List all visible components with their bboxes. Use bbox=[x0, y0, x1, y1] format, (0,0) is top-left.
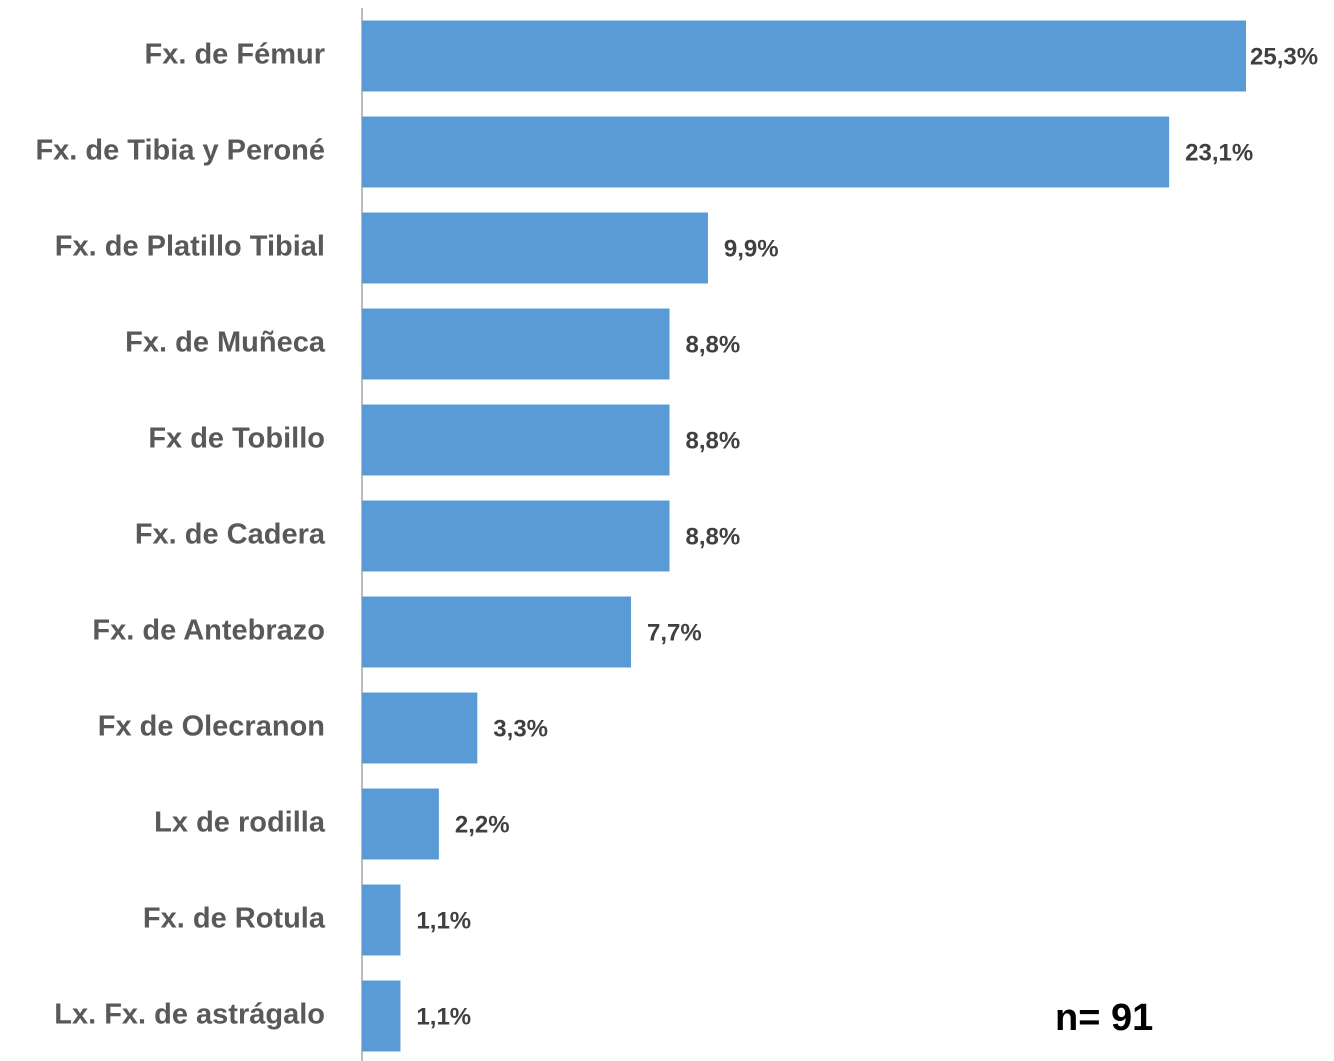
y-tick-label: Lx. Fx. de astrágalo bbox=[54, 999, 325, 1031]
y-tick-label: Fx de Tobillo bbox=[148, 423, 325, 455]
y-tick-label: Fx. de Cadera bbox=[135, 519, 326, 551]
data-label: 8,8% bbox=[685, 523, 740, 550]
bar bbox=[362, 500, 670, 572]
data-label: 1,1% bbox=[416, 1003, 471, 1030]
y-tick-label: Fx. de Muñeca bbox=[125, 327, 326, 359]
data-label: 25,3% bbox=[1250, 43, 1318, 70]
y-tick-label: Fx. de Platillo Tibial bbox=[55, 231, 325, 263]
y-tick-label: Fx. de Fémur bbox=[145, 39, 326, 71]
bar bbox=[362, 692, 478, 764]
data-label: 7,7% bbox=[647, 619, 702, 646]
data-label: 23,1% bbox=[1185, 139, 1253, 166]
bar bbox=[362, 212, 708, 284]
bar bbox=[362, 404, 670, 476]
bar bbox=[362, 308, 670, 380]
bar bbox=[362, 20, 1246, 92]
data-label: 9,9% bbox=[724, 235, 779, 262]
data-label: 8,8% bbox=[685, 427, 740, 454]
y-tick-label: Lx de rodilla bbox=[154, 807, 326, 839]
bar bbox=[362, 788, 439, 860]
bar bbox=[362, 116, 1170, 188]
bar bbox=[362, 884, 401, 956]
y-tick-label: Fx. de Tibia y Peroné bbox=[35, 135, 325, 167]
data-label: 2,2% bbox=[455, 811, 510, 838]
data-label: 1,1% bbox=[416, 907, 471, 934]
data-label: 8,8% bbox=[685, 331, 740, 358]
data-label: 3,3% bbox=[493, 715, 548, 742]
y-tick-label: Fx. de Rotula bbox=[143, 903, 326, 935]
bar bbox=[362, 596, 632, 668]
annotation: n= 91 bbox=[1055, 997, 1153, 1039]
y-tick-label: Fx. de Antebrazo bbox=[92, 615, 325, 647]
bar bbox=[362, 980, 401, 1052]
y-tick-label: Fx de Olecranon bbox=[98, 711, 325, 743]
